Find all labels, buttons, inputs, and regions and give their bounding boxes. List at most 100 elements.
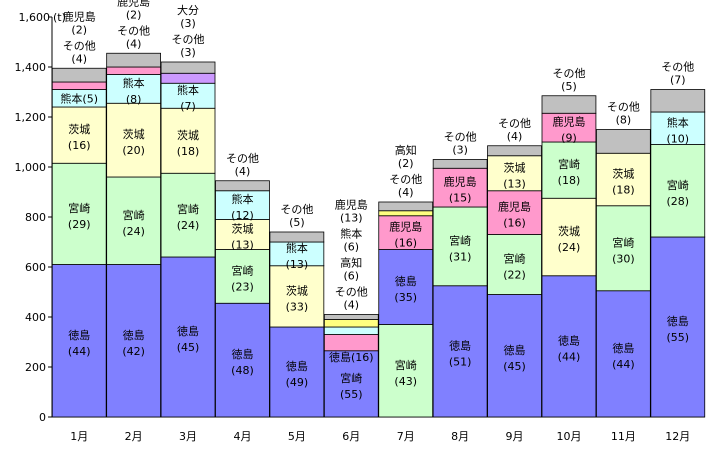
segment-pct: (9) (561, 132, 577, 145)
bar-segment-sonota (215, 180, 270, 192)
top-label: その他 (172, 33, 205, 46)
y-tick-label: 200 (25, 361, 46, 374)
x-tick-label: 12月 (665, 430, 690, 443)
x-tick-label: 1月 (70, 430, 88, 443)
y-tick-label: 400 (25, 311, 46, 324)
y-tick-label: 1,400 (15, 61, 47, 74)
bar-segment-kumamoto (160, 82, 216, 109)
bar-segment-ibaraki (160, 107, 216, 174)
top-pct: (8) (616, 114, 632, 127)
segment-label: 宮崎 (612, 235, 634, 249)
bar-segment-kagoshima (51, 81, 107, 90)
bar-segment-ibaraki (51, 106, 107, 164)
bar-segment-ibaraki (487, 155, 542, 192)
segment-pct: (16) (394, 237, 417, 250)
top-pct: (4) (126, 37, 142, 50)
bar-segment-sonota (596, 129, 651, 154)
bar-segment-kagoshima (106, 66, 161, 75)
bar-segment-tokushima (378, 249, 434, 325)
segment-label: 熊本 (177, 83, 199, 97)
bar-segment-tokushima (106, 264, 161, 418)
segment-pct: (7) (180, 100, 196, 113)
segment-label: 茨城 (177, 128, 199, 142)
x-tick-label: 3月 (179, 430, 197, 443)
segment-label: 宮崎 (449, 233, 471, 247)
segment-label: 鹿児島 (498, 200, 531, 214)
bar-segment-tokushima (51, 264, 107, 418)
top-label: その他 (607, 101, 640, 114)
top-label: 高知 (340, 256, 362, 270)
bar-segment-tokushima (160, 256, 216, 418)
segment-label: 熊本 (231, 192, 253, 206)
segment-label: 熊本 (667, 115, 689, 129)
bar-segment-sonota (432, 159, 488, 169)
top-pct: (4) (235, 165, 251, 178)
segment-label: 茨城 (286, 283, 308, 297)
segment-label: 徳島 (123, 328, 145, 342)
segment-label: 徳島 (395, 274, 417, 288)
segment-label: 宮崎 (123, 208, 145, 222)
bars-layer (51, 52, 706, 418)
bar-segment-miyazaki (650, 144, 706, 238)
segment-label: 徳島 (286, 359, 308, 373)
bar-segment-sonota (541, 95, 597, 114)
segment-label: 徳島 (449, 338, 471, 352)
segment-label: 宮崎 (340, 371, 362, 385)
x-tick-label: 8月 (451, 430, 469, 443)
segment-pct: (12) (231, 209, 254, 222)
bar-segment-tokushima (323, 350, 379, 418)
segment-pct: (16) (68, 139, 91, 152)
segment-pct: (16) (503, 217, 526, 230)
segment-pct: (22) (503, 269, 526, 282)
segment-pct: (49) (286, 376, 309, 389)
segment-pct: (10) (666, 132, 689, 145)
bar-segment-ibaraki (106, 102, 161, 178)
top-pct: (13) (340, 212, 363, 225)
top-label: その他 (63, 39, 96, 52)
bar-segment-ibaraki (596, 152, 651, 207)
bar-segment-sonota (269, 231, 325, 243)
segment-pct: (24) (177, 219, 200, 232)
segment-label: 鹿児島 (552, 115, 585, 129)
bar-segment-kagoshima (487, 190, 542, 235)
bar-segment-miyazaki (160, 172, 216, 258)
segment-label: 徳島 (177, 324, 199, 338)
segment-label-secondary: 徳島(16) (329, 350, 374, 364)
top-pct: (5) (289, 216, 305, 229)
bar-segment-miyazaki (378, 324, 434, 418)
segment-label: 徳島 (68, 328, 90, 342)
segment-pct: (8) (126, 93, 142, 106)
segment-label: 宮崎 (395, 358, 417, 372)
bar-segment-kagoshima (432, 167, 488, 208)
bar-segment-kochi (323, 319, 379, 328)
segment-label: 徳島 (231, 347, 253, 361)
segment-label: 宮崎 (504, 252, 526, 266)
segment-pct: (44) (68, 345, 91, 358)
axes: 0 200 400 600 800 1,000 1,200 1,400 1,600 (t) 1月 2月… (15, 11, 705, 443)
segment-label: 鹿児島 (444, 175, 477, 189)
top-label: 鹿児島 (63, 9, 96, 23)
bar-segment-kumamoto (323, 326, 379, 335)
bar-segment-miyazaki (432, 206, 488, 287)
segment-label: 徳島 (667, 314, 689, 328)
bar-segment-tokushima (487, 294, 542, 418)
top-pct: (4) (398, 186, 414, 199)
bar-segment-miyazaki (596, 205, 651, 292)
x-tick-label: 2月 (125, 430, 143, 443)
top-pct: (4) (71, 52, 87, 65)
top-label: 大分 (177, 3, 199, 17)
segment-pct: (28) (666, 195, 689, 208)
segment-pct: (24) (122, 225, 145, 238)
segment-label: 宮崎 (68, 201, 90, 215)
bar-segment-tokushima (432, 285, 488, 418)
bar-segment-kochi (378, 210, 434, 217)
top-pct: (5) (561, 80, 577, 93)
segment-pct: (24) (558, 241, 581, 254)
top-pct: (3) (452, 144, 468, 157)
top-label: その他 (117, 24, 150, 37)
top-label: 高知 (395, 143, 417, 157)
x-tick-label: 5月 (288, 430, 306, 443)
segment-label: 茨城 (558, 224, 580, 238)
y-tick-label: 1,000 (15, 161, 47, 174)
top-pct: (4) (507, 130, 523, 143)
